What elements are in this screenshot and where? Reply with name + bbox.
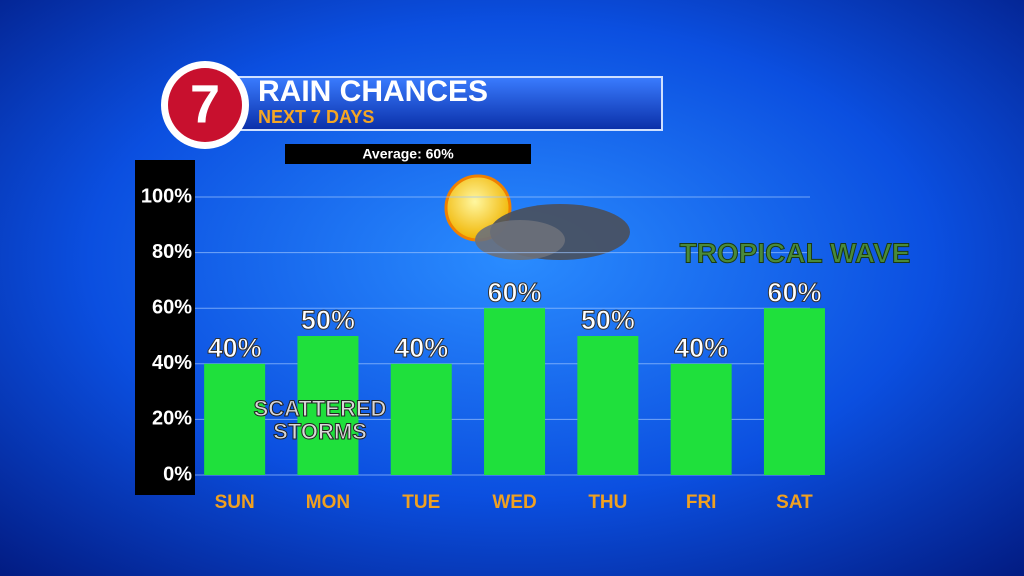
value-label: 50% bbox=[581, 305, 635, 335]
x-tick-label: SUN bbox=[215, 492, 255, 513]
value-label: 40% bbox=[394, 333, 448, 363]
x-tick-label: MON bbox=[306, 492, 350, 513]
annotation: TROPICAL WAVE bbox=[680, 237, 911, 268]
chart-subtitle: NEXT 7 DAYS bbox=[258, 107, 374, 127]
bar bbox=[390, 363, 452, 475]
chart-title: RAIN CHANCES bbox=[258, 75, 488, 108]
x-tick-label: THU bbox=[588, 492, 627, 513]
y-tick-label: 80% bbox=[152, 241, 192, 263]
y-tick-label: 40% bbox=[152, 352, 192, 374]
bar bbox=[204, 363, 266, 475]
bar bbox=[763, 308, 825, 475]
bar bbox=[484, 308, 546, 475]
average-box bbox=[285, 144, 531, 164]
value-label: 60% bbox=[488, 277, 542, 307]
weather-icon bbox=[444, 174, 630, 260]
value-label: 60% bbox=[767, 277, 821, 307]
title-box bbox=[214, 76, 663, 131]
value-label: 40% bbox=[208, 333, 262, 363]
y-tick-label: 20% bbox=[152, 408, 192, 430]
bar bbox=[577, 336, 639, 475]
value-label: 40% bbox=[674, 333, 728, 363]
value-label: 50% bbox=[301, 305, 355, 335]
annotation: STORMS bbox=[273, 419, 367, 444]
annotation: SCATTERED bbox=[254, 396, 387, 421]
bar bbox=[670, 363, 732, 475]
bar bbox=[297, 336, 359, 475]
y-tick-label: 0% bbox=[163, 463, 192, 485]
y-tick-label: 60% bbox=[152, 296, 192, 318]
x-tick-label: SAT bbox=[776, 492, 813, 513]
logo bbox=[168, 68, 242, 142]
average-text: Average: 60% bbox=[362, 146, 454, 162]
x-tick-label: WED bbox=[492, 492, 536, 513]
logo-text: 7 bbox=[190, 74, 220, 134]
x-tick-label: FRI bbox=[686, 492, 717, 513]
x-tick-label: TUE bbox=[402, 492, 440, 513]
axis-panel bbox=[135, 160, 195, 495]
y-tick-label: 100% bbox=[141, 185, 192, 207]
